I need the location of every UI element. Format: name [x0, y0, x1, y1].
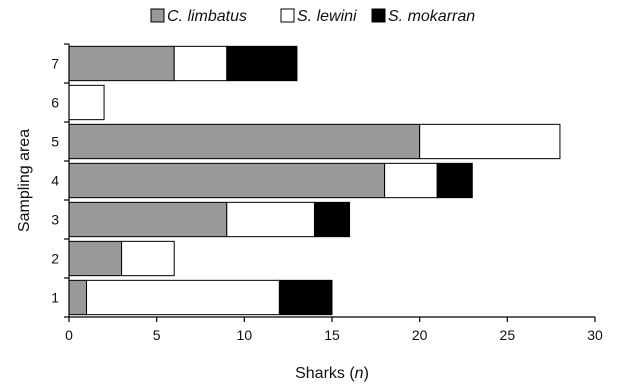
y-tick-label: 5 — [51, 134, 59, 150]
bar-area-6-series-2 — [68, 84, 105, 121]
bar-area-3-series-1 — [68, 201, 228, 238]
x-tick-label: 20 — [412, 327, 428, 343]
legend-swatch — [371, 8, 386, 23]
x-tick-label: 10 — [237, 327, 253, 343]
y-tick-label: 4 — [51, 173, 59, 189]
bar-area-3-series-3 — [313, 201, 351, 238]
y-tick-label: 2 — [51, 251, 59, 267]
legend-swatch — [280, 8, 295, 23]
x-axis-title-main: Sharks ( — [295, 365, 355, 382]
bar-area-4-series-2 — [384, 162, 438, 199]
y-ticks: 1 2 3 4 5 6 7 — [51, 43, 69, 318]
bar-area-1-series-3 — [278, 279, 333, 316]
x-tick-label: 0 — [65, 327, 73, 343]
x-axis-title-variable: n — [355, 365, 364, 382]
legend: C. limbatus S. lewini S. mokarran — [150, 8, 475, 25]
bar-area-5-series-2 — [419, 123, 561, 160]
legend-label: S. mokarran — [388, 8, 475, 25]
bar-area-3-series-2 — [226, 201, 315, 238]
x-tick-label: 30 — [587, 327, 603, 343]
legend-label: C. limbatus — [167, 8, 247, 25]
legend-label: S. lewini — [297, 8, 357, 25]
y-tick-label: 6 — [51, 95, 59, 111]
bar-area-2-series-1 — [68, 240, 123, 277]
y-tick-label: 7 — [51, 56, 59, 72]
legend-swatch — [150, 8, 165, 23]
bar-area-7-series-2 — [173, 45, 228, 82]
x-tick-label: 5 — [153, 327, 161, 343]
bar-area-1-series-2 — [86, 279, 280, 316]
x-axis-title-end: ) — [364, 365, 369, 382]
x-tick-label: 25 — [500, 327, 516, 343]
bar-area-1-series-1 — [68, 279, 88, 316]
bar-area-4-series-1 — [68, 162, 386, 199]
bar-area-7-series-3 — [226, 45, 298, 82]
bar-area-4-series-3 — [436, 162, 473, 199]
bar-area-2-series-2 — [121, 240, 175, 277]
x-ticks: 0 5 10 15 20 25 30 — [65, 317, 603, 343]
bar-area-7-series-1 — [68, 45, 175, 82]
bar-area-5-series-1 — [68, 123, 421, 160]
y-tick-label: 1 — [51, 290, 59, 306]
y-tick-label: 3 — [51, 212, 59, 228]
x-tick-label: 15 — [324, 327, 340, 343]
x-axis-title: Sharks (n) — [295, 365, 369, 382]
y-axis-title: Sampling area — [16, 129, 33, 232]
bars — [68, 45, 561, 316]
